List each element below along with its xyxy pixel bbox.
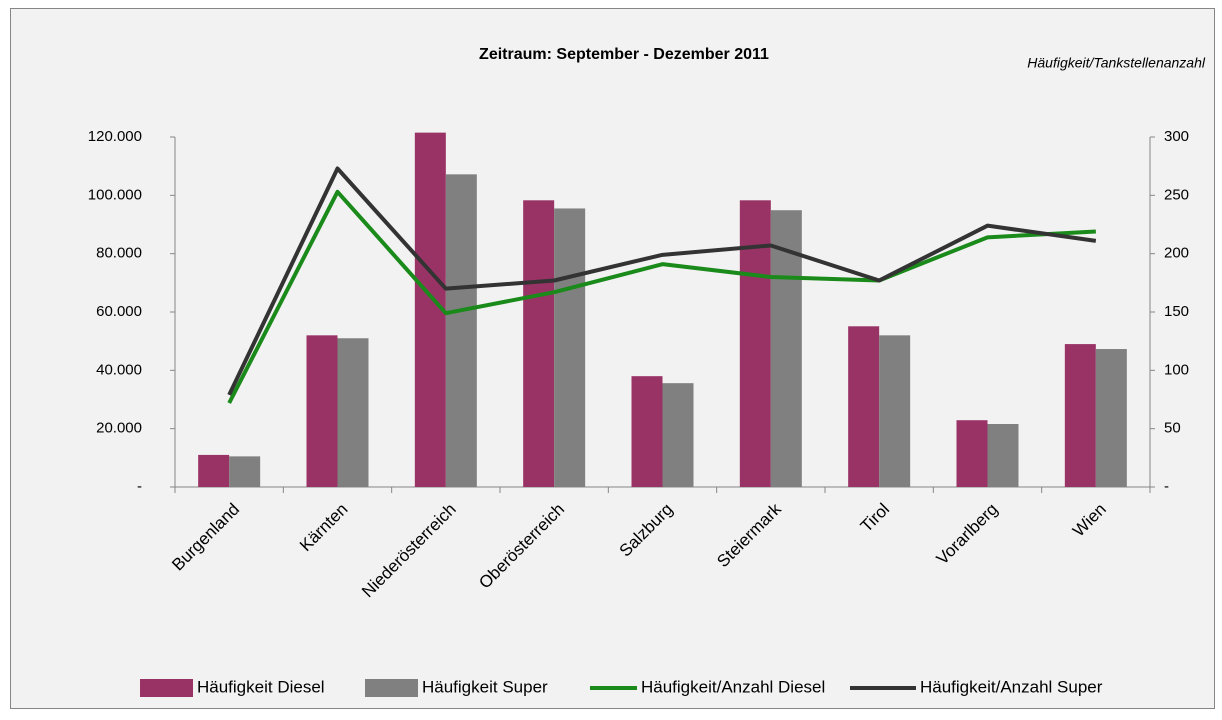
line: [227, 166, 1097, 396]
bar: [554, 208, 586, 488]
bar: [1064, 344, 1096, 487]
bar: [956, 420, 988, 487]
y2-tick-label: 50: [1164, 420, 1181, 437]
bar: [739, 200, 771, 487]
bar: [198, 454, 230, 487]
y2-tick-label: -: [1164, 478, 1169, 495]
legend-label: Häufigkeit/Anzahl Diesel: [641, 677, 825, 696]
y-tick-label: 120.000: [88, 128, 142, 145]
chart-title: Zeitraum: September - Dezember 2011: [479, 46, 769, 63]
bar: [631, 376, 663, 487]
y-tick-label: 80.000: [96, 245, 142, 262]
bar: [848, 326, 880, 487]
bar: [987, 424, 1019, 487]
legend-label: Häufigkeit Diesel: [197, 677, 325, 696]
bar: [229, 456, 261, 487]
bar: [445, 174, 477, 488]
bar: [523, 200, 555, 487]
y2-tick-label: 150: [1164, 303, 1189, 320]
legend-label: Häufigkeit Super: [422, 677, 548, 696]
y2-axis-title: Häufigkeit/Tankstellenanzahl: [1027, 55, 1206, 71]
bar: [337, 338, 369, 487]
bar: [879, 335, 911, 487]
y-tick-label: 20.000: [96, 420, 142, 437]
bar: [770, 210, 802, 488]
line: [227, 189, 1096, 404]
y-tick-label: 40.000: [96, 361, 142, 378]
y-tick-label: 100.000: [88, 186, 142, 203]
legend-swatch: [140, 679, 193, 697]
legend-label: Häufigkeit/Anzahl Super: [920, 677, 1103, 696]
y2-tick-label: 250: [1164, 186, 1189, 203]
y2-tick-label: 100: [1164, 361, 1189, 378]
y-tick-label: 60.000: [96, 303, 142, 320]
bar: [662, 383, 694, 487]
y2-tick-label: 200: [1164, 245, 1189, 262]
bar: [306, 335, 338, 487]
bar: [1095, 349, 1127, 487]
y2-tick-label: 300: [1164, 128, 1189, 145]
y-tick-label: -: [137, 478, 142, 495]
legend-swatch: [365, 679, 418, 697]
chart-frame: [10, 8, 1215, 709]
